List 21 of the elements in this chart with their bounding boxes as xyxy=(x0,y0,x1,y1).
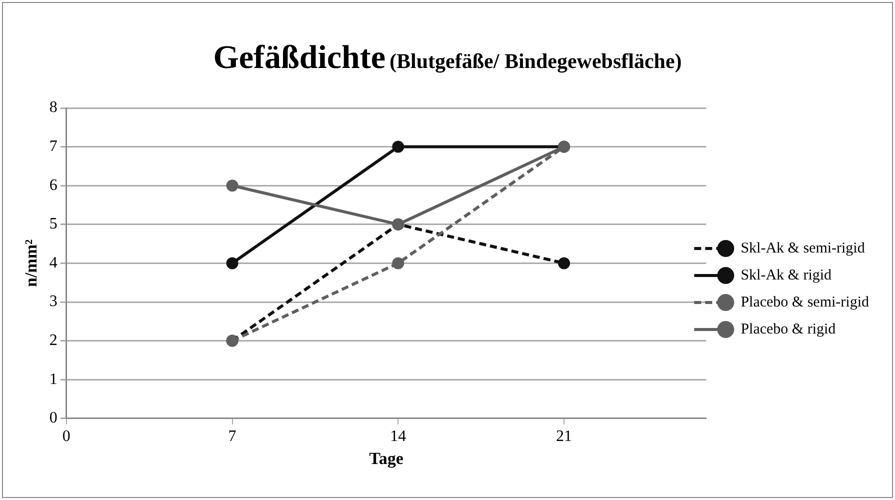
y-tick-label: 0 xyxy=(49,410,58,427)
y-tick-label: 1 xyxy=(49,370,58,388)
y-tick-label: 8 xyxy=(49,99,58,116)
x-tick-label: 21 xyxy=(556,428,572,446)
y-tick-label: 2 xyxy=(49,332,58,350)
y-tick-label: 7 xyxy=(49,138,58,156)
y-tick-label: 6 xyxy=(49,176,58,194)
y-tick-label: 3 xyxy=(49,293,58,310)
chart-title: Gefäßdichte xyxy=(213,40,386,76)
legend-label: Placebo & semi-rigid xyxy=(740,294,870,310)
x-tick-label: 7 xyxy=(228,428,236,446)
legend-label: Skl-Ak & rigid xyxy=(740,267,832,284)
x-tick-label: 0 xyxy=(62,428,70,446)
legend-label: Skl-Ak & semi-rigid xyxy=(740,240,866,256)
x-axis-title: Tage xyxy=(369,449,404,468)
legend-label: Placebo & rigid xyxy=(740,321,836,338)
y-tick-label: 4 xyxy=(49,254,58,272)
y-tick-label: 5 xyxy=(49,216,58,233)
y-axis-title: n/mm² xyxy=(22,239,41,288)
chart-subtitle: (Blutgefäße/ Bindegewebsfläche) xyxy=(390,49,682,73)
x-tick-label: 14 xyxy=(390,428,406,446)
